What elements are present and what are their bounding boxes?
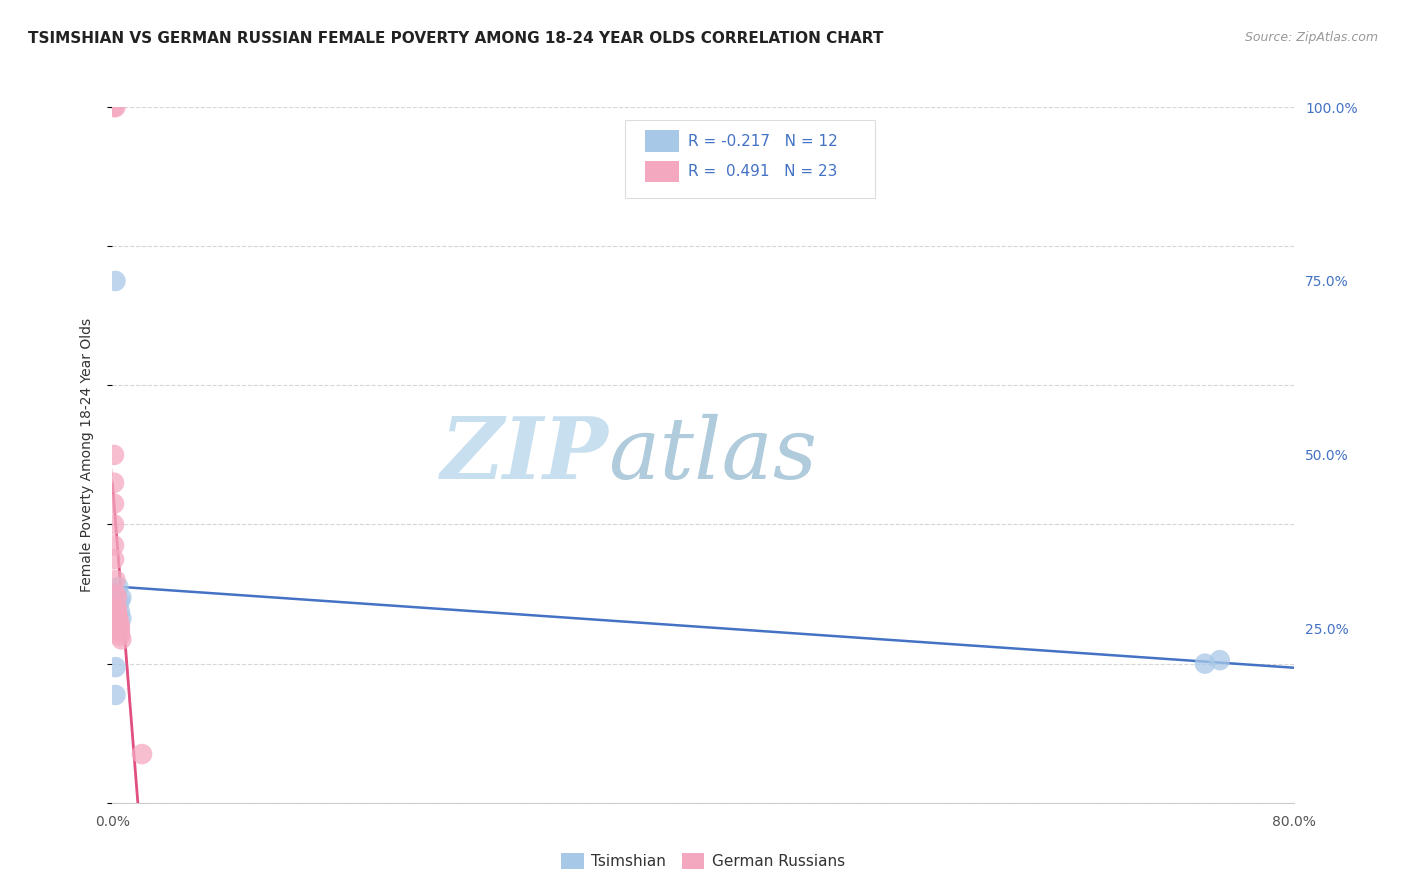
Point [103, 517, 125, 532]
Point [105, 587, 128, 601]
Text: Source: ZipAtlas.com: Source: ZipAtlas.com [1244, 31, 1378, 45]
Point [108, 622, 131, 636]
Point [104, 688, 127, 702]
Point [104, 660, 127, 674]
Point [108, 605, 131, 619]
Point [108, 629, 131, 643]
Point [1194, 657, 1216, 671]
Point [103, 552, 125, 566]
Point [131, 747, 153, 761]
Text: R = -0.217   N = 12: R = -0.217 N = 12 [689, 134, 838, 149]
Text: ZIP: ZIP [440, 413, 609, 497]
Point [103, 448, 125, 462]
Text: TSIMSHIAN VS GERMAN RUSSIAN FEMALE POVERTY AMONG 18-24 YEAR OLDS CORRELATION CHA: TSIMSHIAN VS GERMAN RUSSIAN FEMALE POVER… [28, 31, 883, 46]
Legend: Tsimshian, German Russians: Tsimshian, German Russians [555, 847, 851, 875]
Point [107, 615, 129, 629]
Point [103, 100, 125, 114]
Point [104, 587, 127, 601]
Point [1208, 653, 1232, 667]
Point [105, 591, 128, 605]
Point [104, 274, 127, 288]
Point [108, 625, 131, 640]
Point [107, 580, 129, 594]
Point [105, 601, 128, 615]
Text: atlas: atlas [609, 414, 818, 496]
Point [110, 611, 132, 625]
Point [107, 611, 129, 625]
Point [103, 475, 125, 490]
Point [110, 591, 132, 605]
Point [103, 497, 125, 511]
Point [107, 618, 129, 632]
Point [104, 100, 127, 114]
Y-axis label: Female Poverty Among 18-24 Year Olds: Female Poverty Among 18-24 Year Olds [80, 318, 94, 592]
Point [103, 538, 125, 552]
Point [110, 632, 132, 647]
Text: R =  0.491   N = 23: R = 0.491 N = 23 [689, 164, 838, 179]
Point [108, 618, 131, 632]
Point [108, 594, 131, 608]
Point [105, 607, 128, 622]
Point [105, 607, 128, 622]
Point [105, 605, 128, 619]
Point [104, 573, 127, 587]
